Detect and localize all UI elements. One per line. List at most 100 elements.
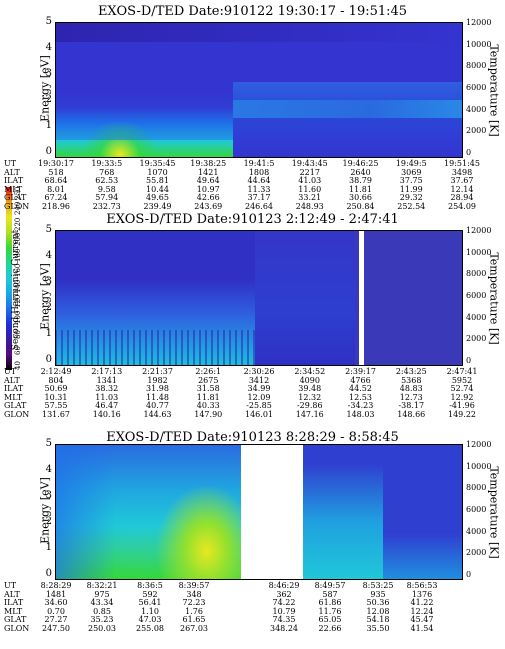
y-tick-label: 1 <box>45 120 52 131</box>
ephemeris-row-label: ILAT <box>4 176 24 186</box>
ephemeris-cell: 248.93 <box>295 201 324 211</box>
ephemeris-cell: 4766 <box>350 375 371 385</box>
ephemeris-cell: 10.97 <box>196 184 220 194</box>
ephemeris-cell: 12.14 <box>450 184 474 194</box>
ephemeris-cell: 147.16 <box>295 409 324 419</box>
ephemeris-cell: 1341 <box>96 375 117 385</box>
ephemeris-row-label: UT <box>4 367 17 376</box>
ephemeris-cell: 218.96 <box>42 201 70 211</box>
ephemeris-cell: 56.41 <box>138 598 162 608</box>
ephemeris-cell: 12.73 <box>399 392 423 402</box>
y2-tick-label: 8000 <box>466 61 487 71</box>
y2-tick-label: 6000 <box>466 505 487 514</box>
panel-3-spectrogram <box>55 444 463 580</box>
ephemeris-cell: 255.08 <box>136 623 164 633</box>
y2-tick-label: 8000 <box>466 483 487 493</box>
ephemeris-cell: 243.69 <box>194 201 223 211</box>
ephemeris-cell: 1.10 <box>141 606 159 616</box>
ephemeris-cell: 19:38:25 <box>190 159 227 168</box>
ephemeris-row: MLT 0.70 0.85 1.10 1.76 10.79 11.76 12.08 12.24 <box>4 606 504 617</box>
y2-tick-label: 12000 <box>466 440 492 449</box>
ephemeris-cell: 72.23 <box>182 598 206 608</box>
ephemeris-row: GLON 247.50 250.03 255.08 267.03 348.24 22.66 3… <box>4 623 504 634</box>
y-tick-label: 0 <box>45 146 52 157</box>
y-tick-label: 2 <box>45 302 52 313</box>
ephemeris-cell: 12.92 <box>450 392 474 402</box>
ephemeris-row-label: ALT <box>4 589 20 599</box>
ephemeris-cell: 131.67 <box>42 409 70 419</box>
panel-1-spectrogram <box>55 22 463 158</box>
ephemeris-cell: 804 <box>48 375 64 385</box>
ephemeris-cell: 148.03 <box>346 409 375 419</box>
ephemeris-cell: 35.50 <box>366 623 390 633</box>
ephemeris-cell: 254.09 <box>448 201 476 211</box>
ephemeris-cell: 1421 <box>198 167 219 177</box>
y2-tick-label: 6000 <box>466 291 487 300</box>
ephemeris-row-label: GLON <box>4 201 30 211</box>
ephemeris-cell: 250.03 <box>88 623 116 633</box>
ephemeris-cell: -41.96 <box>449 401 475 411</box>
ephemeris-cell: 0.85 <box>93 606 111 616</box>
ephemeris-cell: 10.79 <box>272 606 296 616</box>
y-tick-label: 3 <box>45 276 52 287</box>
ephemeris-cell: 518 <box>48 167 64 177</box>
ephemeris-cell: 935 <box>370 589 386 599</box>
ephemeris-cell: 49.64 <box>196 176 220 186</box>
ephemeris-cell: 11.60 <box>298 184 322 194</box>
ephemeris-cell: 149.22 <box>448 409 476 419</box>
y2-tick-label: 4000 <box>466 104 487 114</box>
ephemeris-cell: 2:17:13 <box>91 367 123 376</box>
ephemeris-cell: 41.22 <box>410 598 434 608</box>
ephemeris-cell: 2:39:17 <box>345 367 376 376</box>
ephemeris-cell: 8:32:21 <box>86 581 118 590</box>
ephemeris-cell: 2217 <box>299 167 320 177</box>
y-tick-label: 3 <box>45 68 52 79</box>
panel-2-title: EXOS-D/TED Date:910123 2:12:49 - 2:47:41 <box>106 212 399 227</box>
ephemeris-cell: 2:12:49 <box>40 367 72 376</box>
ephemeris-cell: 2:26:1 <box>195 367 222 376</box>
ephemeris-cell: 1.76 <box>185 606 203 616</box>
y2-tick-label: 10000 <box>466 461 492 471</box>
y-tick-label: 1 <box>45 328 52 339</box>
colorbar <box>6 187 12 370</box>
ephemeris-cell: 252.54 <box>397 201 426 211</box>
ephemeris-cell: 12.53 <box>349 392 372 402</box>
ephemeris-cell: 42.66 <box>196 193 220 203</box>
ephemeris-cell: 2:21:37 <box>142 367 173 376</box>
ephemeris-cell: 41.03 <box>298 176 322 186</box>
ephemeris-cell: 19:41:5 <box>243 159 275 168</box>
ephemeris-cell: -29.86 <box>296 401 323 411</box>
ephemeris-cell: 1481 <box>45 589 67 599</box>
ephemeris-cell: 12.08 <box>366 606 390 616</box>
ephemeris-cell: 11.48 <box>146 392 169 402</box>
ephemeris-cell: 11.81 <box>196 392 220 402</box>
y2-tick-label: 4000 <box>466 526 487 536</box>
ephemeris-cell: 19:30:17 <box>38 159 74 168</box>
ephemeris-row-label: GLAT <box>4 615 27 625</box>
ephemeris-cell: 34.99 <box>247 384 271 394</box>
y-tick-label: 2 <box>45 94 52 105</box>
ephemeris-row-label: GLAT <box>4 401 27 411</box>
ephemeris-cell: 3412 <box>248 375 270 385</box>
ephemeris-cell: 41.54 <box>410 623 434 633</box>
ephemeris-cell: 44.52 <box>349 384 372 394</box>
ephemeris-cell: 0.70 <box>47 606 65 616</box>
ephemeris-cell: 29.32 <box>399 193 423 203</box>
y2-tick-label: 2000 <box>466 334 487 344</box>
ephemeris-cell: 38.32 <box>95 384 119 394</box>
ephemeris-cell: 52.74 <box>450 384 474 394</box>
ephemeris-cell: 57.55 <box>44 401 68 411</box>
panel-2-data-gap <box>359 230 364 366</box>
ephemeris-cell: 232.73 <box>92 201 121 211</box>
ephemeris-row: GLON 218.96 232.73 239.49 243.69 246.64 248.93… <box>4 201 504 212</box>
ephemeris-row-label: ALT <box>4 375 20 385</box>
ephemeris-cell: 33.21 <box>298 193 322 203</box>
ephemeris-table: UT 8:28:29 8:32:21 8:36:5 8:39:57 8:46:29 8:49… <box>4 581 504 634</box>
ephemeris-cell: 31.98 <box>146 384 169 394</box>
ephemeris-cell: 67.24 <box>44 193 68 203</box>
ephemeris-cell: 9.58 <box>97 184 116 194</box>
ephemeris-table: UT 19:30:17 19:33:5 19:35:45 19:38:25 19:41:5… <box>4 159 504 212</box>
ephemeris-row: ILAT 68.64 62.53 55.81 49.64 44.64 41.03 38.79 3… <box>4 177 504 186</box>
ephemeris-cell: 2:43:25 <box>395 367 427 376</box>
ephemeris-cell: 74.35 <box>272 615 296 625</box>
